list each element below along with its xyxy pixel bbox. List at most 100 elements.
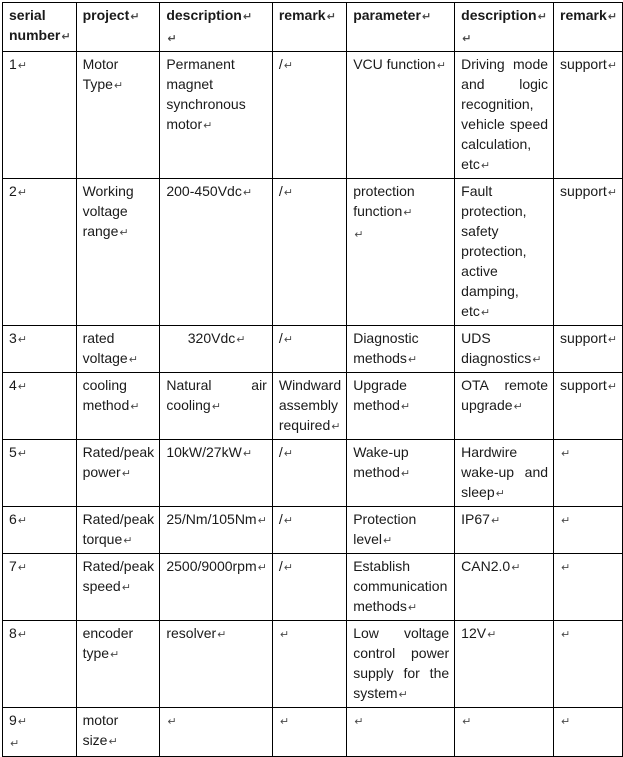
cell-r5-c3-10kw-27kw[interactable]: 10kW/27kW↵ xyxy=(159,439,273,507)
cell-r8-c3-resolver[interactable]: resolver↵ xyxy=(159,620,273,708)
cell-r5-c2-rated-peak-power[interactable]: Rated/peak power↵ xyxy=(75,439,161,507)
header-cell-description[interactable]: description↵ ↵ xyxy=(454,2,555,52)
cell-r2-c3-200-450vdc[interactable]: 200-450Vdc↵ xyxy=(159,178,273,326)
header-cell-project[interactable]: project↵ xyxy=(75,2,161,52)
cell-paragraph: UDS diagnostics↵ xyxy=(461,328,548,370)
cell-r3-c2-rated-voltage[interactable]: rated voltage↵ xyxy=(75,325,161,373)
cell-r8-c1-8[interactable]: 8↵ xyxy=(2,620,77,708)
cell-r5-c5-wake-up-method[interactable]: Wake-up method↵ xyxy=(346,439,456,507)
cell-r4-c3-natural-air-cooling[interactable]: Natural air cooling↵ xyxy=(159,372,273,440)
cell-r3-c7-support[interactable]: support↵ xyxy=(553,325,623,373)
cell-r6-c4-empty[interactable]: /↵ xyxy=(271,506,348,554)
empty-paragraph: ↵ xyxy=(461,27,548,49)
cell-text: Natural air cooling xyxy=(166,377,267,413)
paragraph-mark-icon: ↵ xyxy=(511,561,521,574)
cell-r8-c2-encoder-type[interactable]: encoder type↵ xyxy=(75,620,161,708)
cell-r4-c7-support[interactable]: support↵ xyxy=(553,372,623,440)
header-cell-description[interactable]: description↵ ↵ xyxy=(159,2,273,52)
cell-r4-c6-ota-remote-upgrade[interactable]: OTA remote upgrade↵ xyxy=(454,372,555,440)
cell-r1-c1-1[interactable]: 1↵ xyxy=(2,51,77,179)
cell-r7-c3-2500-9000rpm[interactable]: 2500/9000rpm↵ xyxy=(159,553,273,621)
paragraph-mark-icon: ↵ xyxy=(242,447,253,460)
cell-r6-c2-rated-peak-torque[interactable]: Rated/peak torque↵ xyxy=(75,506,161,554)
cell-r1-c2-motor-type[interactable]: Motor Type↵ xyxy=(75,51,161,179)
paragraph-mark-icon: ↵ xyxy=(283,561,293,574)
cell-r7-c2-rated-peak-speed[interactable]: Rated/peak speed↵ xyxy=(75,553,161,621)
cell-r7-c4-empty[interactable]: /↵ xyxy=(271,553,348,621)
header-cell-parameter[interactable]: parameter↵ xyxy=(346,2,456,52)
cell-r6-c5-protection-level[interactable]: Protection level↵ xyxy=(346,506,456,554)
cell-text: UDS diagnostics xyxy=(461,330,532,366)
empty-paragraph: ↵ xyxy=(166,27,267,49)
cell-paragraph: 3↵ xyxy=(9,328,71,350)
cell-r5-c7-empty[interactable]: ↵ xyxy=(553,439,623,507)
cell-r9-c2-motor-size[interactable]: motor size↵ xyxy=(75,707,161,757)
cell-r4-c4-windward-assembly-required[interactable]: Windward assembly required↵ xyxy=(271,372,348,440)
cell-paragraph: serial number↵ xyxy=(9,5,71,47)
cell-r9-c5-empty[interactable]: ↵ xyxy=(346,707,456,757)
cell-r7-c1-7[interactable]: 7↵ xyxy=(2,553,77,621)
cell-text: Establish communication methods xyxy=(353,558,448,614)
cell-r5-c6-hardwire-wake-up-and-sleep[interactable]: Hardwire wake-up and sleep↵ xyxy=(454,439,555,507)
paragraph-mark-icon: ↵ xyxy=(279,628,290,641)
cell-r8-c4-empty[interactable]: ↵ xyxy=(271,620,348,708)
cell-r7-c7-empty[interactable]: ↵ xyxy=(553,553,623,621)
cell-r8-c7-empty[interactable]: ↵ xyxy=(553,620,623,708)
cell-text: / xyxy=(278,558,283,574)
cell-text: Working voltage range xyxy=(82,183,134,239)
cell-r5-c1-5[interactable]: 5↵ xyxy=(2,439,77,507)
cell-r3-c5-diagnostic-methods[interactable]: Diagnostic methods↵ xyxy=(346,325,456,373)
table-row-5: 5↵ Rated/peak power↵ 10kW/27kW↵/↵ Wake-up m… xyxy=(2,439,623,507)
cell-r5-c4-empty[interactable]: /↵ xyxy=(271,439,348,507)
header-cell-remark[interactable]: remark↵ xyxy=(553,2,623,52)
cell-r9-c4-empty[interactable]: ↵ xyxy=(271,707,348,757)
cell-r9-c7-empty[interactable]: ↵ xyxy=(553,707,623,757)
cell-text: rated voltage xyxy=(82,330,128,366)
cell-r1-c4-empty[interactable]: /↵ xyxy=(271,51,348,179)
cell-r7-c5-establish-communication-methods[interactable]: Establish communication methods↵ xyxy=(346,553,456,621)
cell-r8-c6-12v[interactable]: 12V↵ xyxy=(454,620,555,708)
cell-r4-c5-upgrade-method[interactable]: Upgrade method↵ xyxy=(346,372,456,440)
cell-r6-c6-ip67[interactable]: IP67↵ xyxy=(454,506,555,554)
header-cell-remark[interactable]: remark↵ xyxy=(271,2,348,52)
cell-r2-c5-protection-function[interactable]: protection function↵ ↵ xyxy=(346,178,456,326)
cell-r2-c7-support[interactable]: support↵ xyxy=(553,178,623,326)
cell-r3-c4-empty[interactable]: /↵ xyxy=(271,325,348,373)
paragraph-mark-icon: ↵ xyxy=(532,353,542,366)
cell-r6-c1-6[interactable]: 6↵ xyxy=(2,506,77,554)
cell-text: remark xyxy=(560,7,607,23)
cell-r1-c3-permanent-magnet-synchronous-motor[interactable]: Permanent magnet synchronous motor↵ xyxy=(159,51,273,179)
cell-r3-c6-uds-diagnostics[interactable]: UDS diagnostics↵ xyxy=(454,325,555,373)
cell-r1-c7-support[interactable]: support↵ xyxy=(553,51,623,179)
cell-paragraph: 8↵ xyxy=(9,623,71,645)
cell-r9-c3-empty[interactable]: ↵ xyxy=(159,707,273,757)
cell-r1-c6-driving-mode-and-logic-recognition-vehicle-speed-calculation-etc[interactable]: Driving mode and logic recognition, vehi… xyxy=(454,51,555,179)
cell-text: 200-450Vdc xyxy=(166,183,242,199)
cell-r2-c4-empty[interactable]: /↵ xyxy=(271,178,348,326)
cell-paragraph: 10kW/27kW↵ xyxy=(166,442,267,464)
paragraph-mark-icon: ↵ xyxy=(407,601,418,614)
cell-r6-c7-empty[interactable]: ↵ xyxy=(553,506,623,554)
cell-r7-c6-can2-0[interactable]: CAN2.0↵ xyxy=(454,553,555,621)
cell-r9-c6-empty[interactable]: ↵ xyxy=(454,707,555,757)
cell-r1-c5-vcu-function[interactable]: VCU function↵ xyxy=(346,51,456,179)
cell-r3-c3-320vdc[interactable]: 320Vdc↵ xyxy=(159,325,273,373)
paragraph-mark-icon: ↵ xyxy=(283,333,293,346)
cell-text: CAN2.0 xyxy=(461,558,511,574)
cell-r4-c1-4[interactable]: 4↵ xyxy=(2,372,77,440)
empty-paragraph: ↵ xyxy=(560,710,617,732)
cell-r2-c6-fault-protection-safety-protection-active-damping-etc[interactable]: Fault protection, safety protection, act… xyxy=(454,178,555,326)
cell-r4-c2-cooling-method[interactable]: cooling method↵ xyxy=(75,372,161,440)
cell-paragraph: description↵ xyxy=(461,5,548,27)
paragraph-mark-icon: ↵ xyxy=(495,487,505,500)
cell-r8-c5-low-voltage-control-power-supply-for-the-system[interactable]: Low voltage control power supply for the… xyxy=(346,620,456,708)
cell-r2-c1-2[interactable]: 2↵ xyxy=(2,178,77,326)
cell-r6-c3-25-nm-105nm[interactable]: 25/Nm/105Nm↵ xyxy=(159,506,273,554)
cell-paragraph: Fault protection, safety protection, act… xyxy=(461,181,548,323)
cell-r2-c2-working-voltage-range[interactable]: Working voltage range↵ xyxy=(75,178,161,326)
cell-r3-c1-3[interactable]: 3↵ xyxy=(2,325,77,373)
paragraph-mark-icon: ↵ xyxy=(167,32,177,45)
cell-r9-c1-9[interactable]: 9↵ ↵ xyxy=(2,707,77,757)
header-cell-serial-number[interactable]: serial number↵ xyxy=(2,2,77,52)
paragraph-mark-icon: ↵ xyxy=(398,688,408,701)
